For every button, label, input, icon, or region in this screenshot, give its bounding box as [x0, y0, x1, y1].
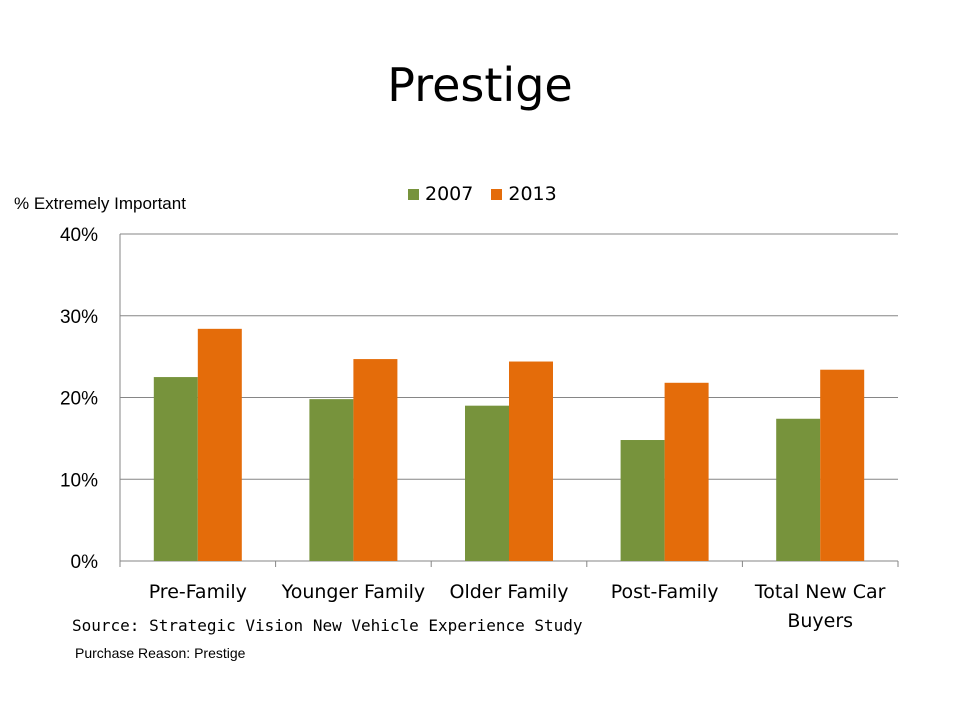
bar-2013	[509, 361, 553, 561]
x-tick-label: Older Family	[450, 581, 569, 603]
bar-2013	[820, 369, 865, 561]
bar-2007	[620, 440, 665, 561]
bar-2013	[664, 382, 709, 561]
source-citation: Source: Strategic Vision New Vehicle Exp…	[72, 616, 583, 635]
bar-2007	[465, 405, 509, 561]
chart-legend: 2007 2013	[408, 183, 575, 205]
y-tick-label: 10%	[60, 470, 98, 491]
x-tick-label: Pre-Family	[149, 581, 247, 603]
legend-label-2013: 2013	[508, 183, 557, 205]
legend-swatch-2013	[491, 188, 503, 200]
bar-2007	[309, 399, 354, 561]
y-tick-label: 40%	[60, 225, 98, 246]
y-axis-label: % Extremely Important	[14, 194, 186, 213]
bar-2007	[153, 377, 198, 561]
legend-item-2013: 2013	[491, 183, 557, 205]
x-tick-label: Post-Family	[611, 581, 719, 603]
y-tick-label: 0%	[71, 552, 99, 573]
purchase-reason-note: Purchase Reason: Prestige	[75, 645, 246, 661]
x-tick-label: Total New Car	[754, 581, 886, 603]
legend-swatch-2007	[408, 188, 419, 200]
y-tick-label: 30%	[60, 307, 98, 328]
x-tick-label: Younger Family	[281, 581, 426, 603]
y-tick-label: 20%	[60, 389, 98, 410]
x-tick-label: Buyers	[787, 610, 853, 632]
legend-item-2007: 2007	[408, 183, 473, 205]
legend-label-2007: 2007	[425, 183, 474, 205]
page-title: Prestige	[387, 58, 573, 112]
bar-2013	[353, 359, 398, 561]
bar-2007	[776, 418, 821, 561]
bar-2013	[197, 328, 242, 561]
